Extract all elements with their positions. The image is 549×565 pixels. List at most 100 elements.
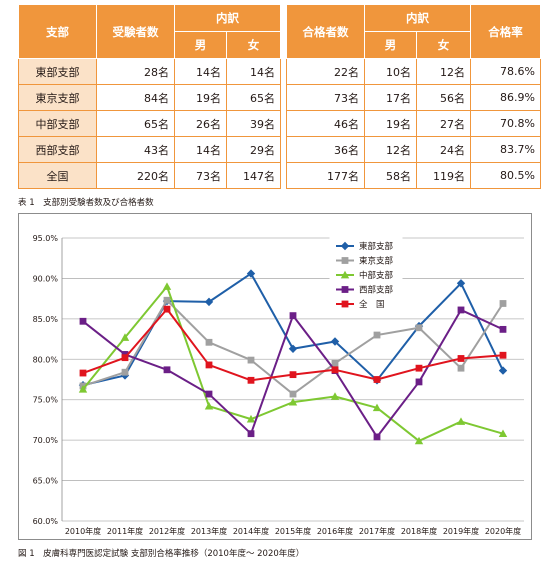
data-point [499, 351, 507, 359]
data-point [205, 361, 213, 369]
cell-exam-female: 14名 [226, 58, 281, 85]
legend-marker [341, 300, 349, 308]
data-point [456, 417, 466, 425]
y-tick-label: 70.0% [33, 436, 59, 445]
cell-pass-female: 24名 [416, 136, 471, 163]
cell-rate: 86.9% [470, 84, 541, 111]
data-point [373, 331, 381, 339]
data-point [415, 378, 423, 386]
header-pass-breakdown: 内訳 [364, 4, 471, 32]
cell-exam-female: 147名 [226, 162, 281, 189]
table-row: 中部支部 65名 26名 39名 46名 19名 27名 70.8% [18, 110, 541, 137]
data-point [162, 282, 172, 290]
y-tick-label: 90.0% [33, 274, 59, 283]
cell-pass-female: 12名 [416, 58, 471, 85]
data-point [331, 366, 339, 374]
x-tick-label: 2014年度 [233, 526, 269, 536]
cell-passers: 73名 [286, 84, 365, 111]
legend-label: 全 国 [359, 299, 385, 310]
column-gap [280, 162, 287, 189]
pass-rate-chart-svg: 60.0% 65.0% 70.0% 75.0% 80.0% 85.0% 90.0% 95.0%… [33, 234, 524, 536]
y-tick-label: 85.0% [33, 315, 59, 324]
branch-stats-table: 支部 受験者数 内訳 合格者数 内訳 合格率 男 女 男 女 東部支部 28名 … [18, 4, 541, 189]
cell-passers: 46名 [286, 110, 365, 137]
legend-label: 中部支部 [359, 270, 394, 281]
cell-pass-male: 17名 [364, 84, 417, 111]
y-tick-label: 95.0% [33, 234, 59, 243]
pass-rate-chart: 60.0% 65.0% 70.0% 75.0% 80.0% 85.0% 90.0% 95.0%… [18, 213, 532, 540]
cell-pass-male: 12名 [364, 136, 417, 163]
data-point [247, 376, 255, 384]
cell-rate: 80.5% [470, 162, 541, 189]
data-point [289, 371, 297, 379]
y-tick-label: 75.0% [33, 396, 59, 405]
data-point [247, 430, 255, 438]
header-passers: 合格者数 [286, 4, 365, 59]
data-point [457, 355, 465, 362]
cell-exam-male: 14名 [174, 58, 227, 85]
cell-pass-male: 58名 [364, 162, 417, 189]
x-tick-label: 2011年度 [107, 526, 143, 536]
data-point [373, 433, 381, 441]
cell-examinees: 84名 [96, 84, 175, 111]
cell-pass-female: 119名 [416, 162, 471, 189]
cell-exam-male: 14名 [174, 136, 227, 163]
legend-marker [341, 257, 349, 264]
cell-branch: 全国 [18, 162, 97, 189]
column-gap [280, 84, 287, 111]
legend-label: 東京支部 [359, 256, 394, 267]
header-examinees: 受験者数 [96, 4, 175, 59]
data-point [121, 368, 129, 376]
cell-exam-female: 29名 [226, 136, 281, 163]
x-tick-label: 2019年度 [443, 526, 479, 536]
cell-examinees: 65名 [96, 110, 175, 137]
data-point [121, 354, 129, 362]
x-tick-label: 2012年度 [149, 526, 185, 536]
data-point [415, 364, 423, 372]
data-point [499, 300, 507, 307]
cell-examinees: 28名 [96, 58, 175, 85]
cell-branch: 東部支部 [18, 58, 97, 85]
cell-passers: 36名 [286, 136, 365, 163]
legend-marker [340, 270, 350, 279]
cell-passers: 22名 [286, 58, 365, 85]
data-point [414, 436, 424, 445]
legend-label: 西部支部 [359, 285, 394, 296]
column-gap [280, 110, 287, 137]
data-point [415, 324, 423, 332]
cell-rate: 83.7% [470, 136, 541, 163]
cell-pass-female: 27名 [416, 110, 471, 137]
column-gap [280, 4, 287, 59]
data-point [373, 376, 381, 383]
header-exam-female: 女 [226, 31, 281, 59]
data-point [288, 397, 298, 406]
data-point [79, 369, 87, 377]
table-row: 東部支部 28名 14名 14名 22名 10名 12名 78.6% [18, 58, 541, 85]
data-point [163, 296, 171, 304]
header-exam-male: 男 [174, 31, 227, 59]
cell-rate: 70.8% [470, 110, 541, 137]
x-tick-label: 2015年度 [275, 526, 311, 536]
cell-exam-male: 26名 [174, 110, 227, 137]
series-line [82, 272, 504, 387]
column-gap [280, 136, 287, 163]
data-point [163, 366, 171, 374]
data-point [330, 392, 340, 400]
cell-exam-female: 65名 [226, 84, 281, 111]
cell-pass-female: 56名 [416, 84, 471, 111]
data-point [456, 279, 466, 288]
data-point [457, 364, 465, 372]
x-tick-label: 2018年度 [401, 526, 437, 536]
x-tick-label: 2013年度 [191, 526, 227, 536]
data-point [246, 269, 256, 278]
cell-rate: 78.6% [470, 58, 541, 85]
data-point [78, 385, 88, 393]
table-caption: 表 1 支部別受験者数及び合格者数 [18, 198, 154, 208]
cell-branch: 中部支部 [18, 110, 97, 137]
cell-pass-male: 10名 [364, 58, 417, 85]
table-row: 西部支部 43名 14名 29名 36名 12名 24名 83.7% [18, 136, 541, 163]
cell-exam-male: 73名 [174, 162, 227, 189]
legend-marker [341, 286, 349, 293]
header-branch: 支部 [18, 4, 97, 59]
data-point [288, 344, 298, 353]
